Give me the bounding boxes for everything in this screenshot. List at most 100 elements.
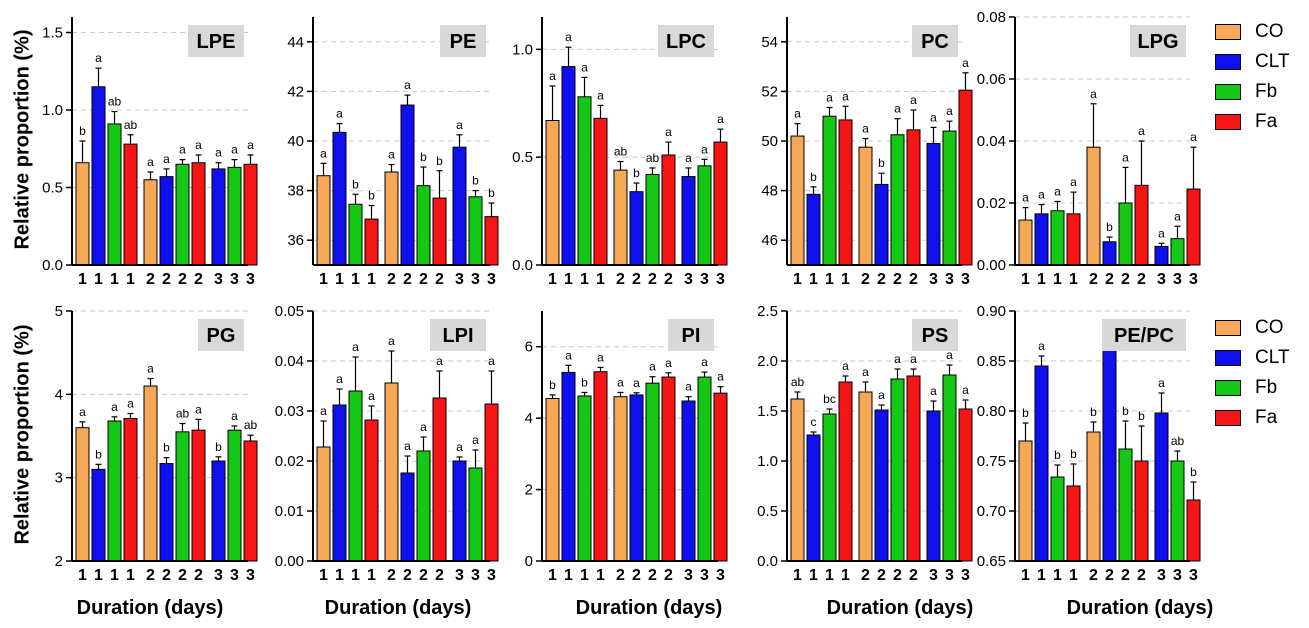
bar-clt [452, 460, 467, 562]
significance-letter: a [878, 388, 885, 402]
significance-letter: a [1158, 376, 1165, 390]
x-tick-label: 1 [1053, 271, 1062, 288]
x-tick-label: 2 [664, 271, 673, 288]
bar-fb [645, 382, 660, 562]
panel-title-box [912, 319, 958, 351]
x-tick-label: 3 [1173, 567, 1182, 584]
significance-letter: a [388, 334, 395, 348]
x-tick-label: 2 [877, 567, 886, 584]
y-tick-label: 0.65 [977, 553, 1006, 570]
significance-letter: b [215, 440, 222, 454]
significance-letter: ab [124, 118, 138, 132]
panel-title: LPI [442, 325, 473, 347]
bar-fb [107, 123, 122, 266]
bar-fb [468, 467, 483, 562]
legend-label: CO [1255, 317, 1284, 338]
x-tick-label: 2 [387, 271, 396, 288]
x-tick-label: 1 [367, 271, 376, 288]
x-tick-label: 3 [700, 271, 709, 288]
panel-title: LPE [197, 31, 236, 53]
significance-letter: a [488, 354, 495, 368]
significance-letter: a [862, 365, 869, 379]
bar-clt [561, 66, 576, 266]
y-tick-label: 0.5 [42, 180, 63, 197]
bar-fb [416, 450, 431, 562]
significance-letter: b [95, 447, 102, 461]
significance-letter: a [1038, 188, 1045, 202]
x-tick-label: 1 [564, 271, 573, 288]
significance-letter: a [368, 389, 375, 403]
x-tick-label: 3 [1157, 567, 1166, 584]
y-tick-label: 52 [761, 83, 778, 100]
x-tick-label: 1 [1037, 567, 1046, 584]
bar-clt [400, 472, 415, 562]
bar-clt [211, 460, 226, 562]
x-tick-label: 2 [664, 567, 673, 584]
x-tick-label: 1 [1021, 567, 1030, 584]
x-tick-label: 2 [1137, 271, 1146, 288]
x-tick-label: 2 [194, 271, 203, 288]
x-tick-label: 2 [893, 271, 902, 288]
y-tick-label: 0.75 [977, 453, 1006, 470]
x-tick-label: 1 [580, 271, 589, 288]
x-tick-label: 3 [246, 567, 255, 584]
significance-letter: a [456, 440, 463, 454]
significance-letter: a [1038, 339, 1045, 353]
x-tick-label: 3 [945, 271, 954, 288]
bar-fa [958, 408, 973, 562]
chart-panel-1: 0.0 0.5 1.0 1.5 b 1 a 1 ab 1 ab 1 a 2 a 2 a 2 a 2 a 3 a 3 a 3 LPE [42, 17, 258, 288]
significance-letter: a [701, 355, 708, 369]
y-tick-label: 0.00 [275, 553, 304, 570]
bar-fa [1134, 184, 1149, 266]
significance-letter: b [1070, 447, 1077, 461]
chart-panel-2: 36 38 40 42 44 a 1 a 1 b 1 b 1 a 2 a 2 b 2 b 2 a 3 b 3 b 3 PE [287, 17, 499, 288]
significance-letter: a [581, 60, 588, 74]
bar-fa [593, 371, 608, 562]
legend-item-co: CO [1215, 313, 1289, 343]
x-tick-label: 1 [841, 271, 850, 288]
y-tick-label: 0.0 [512, 257, 533, 274]
significance-letter: b [1138, 409, 1145, 423]
bar-co [545, 398, 560, 562]
legend-item-fa: Fa [1215, 107, 1289, 137]
significance-letter: a [195, 402, 202, 416]
significance-letter: b [1106, 220, 1113, 234]
x-tick-label: 2 [194, 567, 203, 584]
bar-clt [874, 183, 889, 266]
bar-fa [432, 197, 447, 266]
significance-letter: a [685, 380, 692, 394]
y-tick-label: 3 [55, 470, 63, 487]
significance-letter: a [247, 138, 254, 152]
significance-letter: a [215, 146, 222, 160]
x-tick-label: 1 [564, 567, 573, 584]
x-tick-label: 3 [1189, 567, 1198, 584]
x-tick-label: 2 [419, 567, 428, 584]
y-tick-label: 0.05 [275, 303, 304, 320]
bar-clt [926, 410, 941, 562]
significance-letter: a [962, 56, 969, 70]
x-tick-label: 1 [110, 567, 119, 584]
bar-clt [926, 142, 941, 266]
significance-letter: a [649, 360, 656, 374]
significance-letter: ab [108, 95, 122, 109]
bar-co [790, 135, 805, 266]
bar-fa [432, 397, 447, 562]
y-tick-label: 50 [761, 133, 778, 150]
x-tick-label: 2 [648, 271, 657, 288]
bar-fb [1118, 202, 1133, 266]
bar-co [613, 396, 628, 562]
y-tick-label: 0.03 [275, 403, 304, 420]
bar-clt [91, 86, 106, 266]
x-tick-label: 1 [78, 271, 87, 288]
panel-title: PS [922, 325, 949, 347]
bar-co [75, 162, 90, 266]
chart-panel-5: 0.00 0.02 0.04 0.06 0.08 a 1 a 1 a 1 a 1 a 2 b 2 a 2 a 2 a 3 a 3… [977, 9, 1201, 288]
y-tick-label: 0.5 [757, 503, 778, 520]
legend-label: CLT [1255, 51, 1290, 72]
x-tick-label: 3 [700, 567, 709, 584]
significance-letter: a [910, 93, 917, 107]
bar-fa [123, 143, 138, 266]
significance-letter: bc [823, 392, 836, 406]
significance-letter: a [111, 400, 118, 414]
